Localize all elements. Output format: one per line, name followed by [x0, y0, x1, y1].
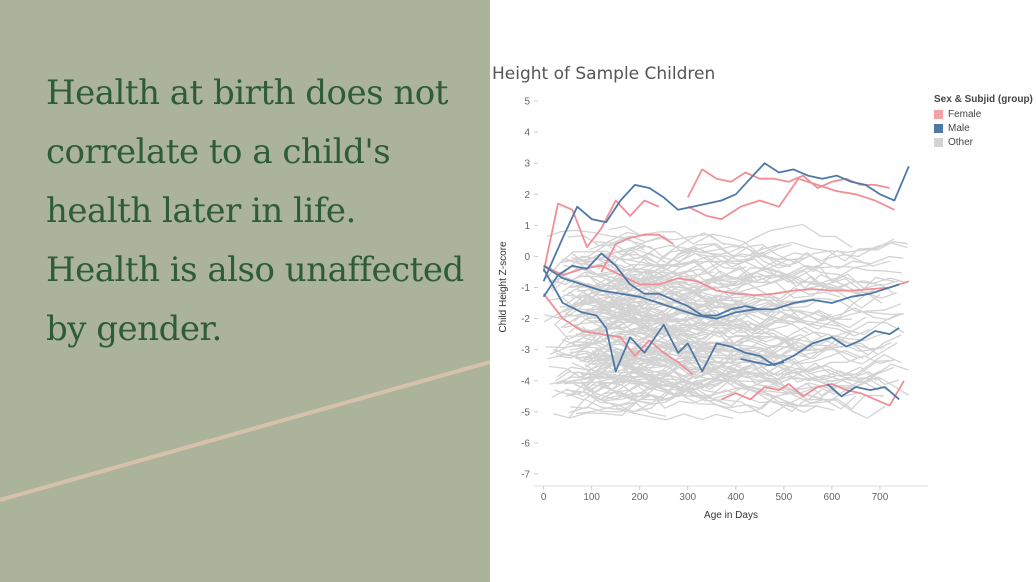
other-series-line — [611, 311, 809, 334]
x-tick-label: 0 — [541, 492, 547, 503]
legend-label-female: Female — [948, 108, 982, 120]
other-series-line — [547, 330, 851, 364]
other-series-line — [571, 250, 805, 279]
legend-title: Sex & Subjid (group) — [934, 94, 1033, 105]
other-series-line — [614, 268, 849, 301]
other-series-line — [582, 349, 864, 391]
x-tick-label: 600 — [824, 492, 841, 503]
x-tick-label: 500 — [776, 492, 793, 503]
y-tick-label: -2 — [521, 314, 530, 325]
y-tick-label: 2 — [524, 190, 530, 201]
x-tick-label: 400 — [727, 492, 744, 503]
x-tick-label: 700 — [872, 492, 889, 503]
y-tick-label: -7 — [521, 470, 530, 481]
y-tick-label: -5 — [521, 407, 530, 418]
other-series-line — [545, 248, 657, 279]
legend-label-male: Male — [948, 122, 970, 134]
other-series-line — [615, 392, 670, 413]
legend-label-other: Other — [948, 136, 974, 148]
other-series-line — [568, 398, 734, 421]
y-tick-label: -1 — [521, 283, 530, 294]
other-series-line — [551, 382, 858, 413]
chart-title: Height of Sample Children — [492, 64, 716, 84]
legend-item-other[interactable]: Other — [934, 135, 1033, 149]
axes-group: 5 4 3 2 1 0 -1 -2 -3 -4 -5 -6 -7 0 100 200 300 400 500 600 7… — [498, 97, 928, 521]
male-series-line[interactable] — [543, 264, 900, 320]
male-series-line[interactable] — [826, 383, 900, 401]
other-series-line — [597, 241, 908, 270]
female-series-line[interactable] — [600, 233, 674, 273]
female-series-line[interactable] — [542, 199, 660, 273]
legend: Sex & Subjid (group) Female Male Other — [934, 94, 1033, 149]
legend-swatch-other — [934, 137, 943, 147]
other-series-line — [610, 279, 904, 326]
other-series-line — [620, 277, 897, 309]
other-series-line — [596, 255, 903, 291]
female-series-line[interactable] — [687, 177, 895, 220]
line-chart: 5 4 3 2 1 0 -1 -2 -3 -4 -5 -6 -7 0 100 200 300 400 500 600 7… — [498, 97, 928, 521]
highlighted-lines-group — [542, 162, 910, 407]
other-series-line — [556, 339, 762, 359]
y-tick-label: 1 — [524, 221, 530, 232]
slide-headline: Health at birth does not correlate to a … — [46, 73, 464, 349]
y-tick-label: 5 — [524, 97, 530, 108]
other-series-line — [612, 267, 688, 284]
x-tick-label: 200 — [631, 492, 648, 503]
other-series-line — [576, 265, 747, 305]
other-series-line — [547, 284, 734, 310]
y-axis-label: Child Height Z-score — [498, 241, 509, 333]
y-tick-label: -4 — [521, 376, 530, 387]
x-axis-label: Age in Days — [704, 510, 758, 521]
male-series-line[interactable] — [542, 252, 760, 317]
other-series-line — [543, 297, 776, 326]
y-tick-label: 0 — [524, 252, 530, 263]
other-series-line — [563, 376, 660, 385]
legend-swatch-female — [934, 109, 943, 119]
female-series-line[interactable] — [542, 293, 694, 376]
y-tick-label: -6 — [521, 438, 530, 449]
legend-swatch-male — [934, 123, 943, 133]
y-tick-label: 4 — [524, 128, 530, 139]
other-series-line — [608, 225, 895, 262]
other-series-line — [556, 280, 840, 318]
other-series-line — [545, 264, 878, 298]
other-series-line — [571, 296, 900, 336]
other-series-line — [559, 243, 765, 264]
male-series-line[interactable] — [542, 162, 910, 282]
other-series-line — [572, 321, 720, 355]
other-series-line — [578, 264, 895, 311]
other-series-line — [618, 379, 884, 410]
other-series-line — [613, 314, 731, 351]
y-tick-label: 3 — [524, 159, 530, 170]
other-series-line — [563, 309, 832, 337]
chart-panel: Height of Sample Children 5 4 3 2 1 0 -1 -2 -3 -4… — [490, 0, 1036, 582]
other-series-line — [615, 247, 697, 271]
other-series-line — [589, 231, 646, 251]
other-series-line — [568, 303, 902, 334]
other-series-line — [577, 364, 703, 389]
accent-stroke — [0, 360, 490, 502]
other-series-line — [575, 327, 795, 366]
other-lines-group — [543, 223, 909, 421]
y-tick-label: -3 — [521, 345, 530, 356]
other-series-line — [569, 316, 772, 351]
other-series-line — [619, 269, 900, 289]
female-series-line[interactable] — [721, 380, 905, 407]
other-series-line — [584, 363, 895, 404]
male-series-line[interactable] — [542, 268, 900, 373]
legend-item-male[interactable]: Male — [934, 121, 1033, 135]
x-tick-label: 100 — [583, 492, 600, 503]
other-series-line — [555, 346, 879, 384]
male-series-line[interactable] — [740, 358, 785, 367]
headline-panel: Health at birth does not correlate to a … — [0, 0, 490, 582]
other-series-line — [566, 298, 763, 318]
x-tick-label: 300 — [679, 492, 696, 503]
legend-item-female[interactable]: Female — [934, 107, 1033, 121]
accent-diagonal-line — [0, 360, 490, 502]
female-series-line[interactable] — [543, 264, 910, 297]
other-series-line — [562, 280, 669, 306]
